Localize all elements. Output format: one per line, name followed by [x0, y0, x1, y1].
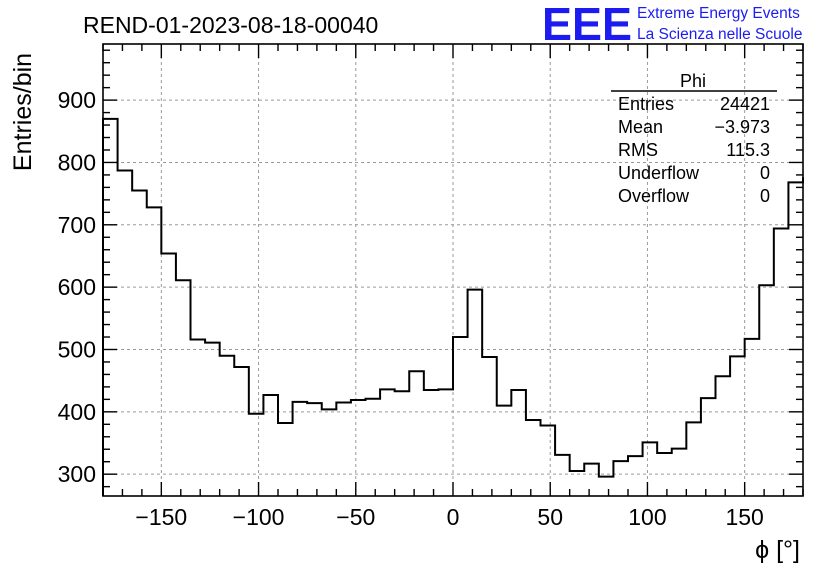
stats-value: 115.3	[726, 140, 770, 160]
stats-label: RMS	[618, 140, 658, 160]
logo-letters: EEE	[542, 0, 632, 50]
logo-line-2: La Scienza nelle Scuole	[637, 26, 802, 43]
y-tick-labels: 300 400 500 600 700 800 900	[58, 87, 96, 487]
stats-value: 0	[760, 163, 770, 183]
y-tick-label: 300	[58, 461, 96, 487]
y-tick-label: 400	[58, 399, 96, 425]
chart-title: REND-01-2023-08-18-00040	[83, 12, 378, 38]
x-tick-label: −100	[233, 504, 285, 530]
x-tick-label: 100	[628, 504, 666, 530]
stats-box: Phi Entries 24421 Mean −3.973 RMS 115.3 Underf…	[611, 71, 777, 206]
y-tick-label: 900	[58, 87, 96, 113]
stats-value: 0	[760, 186, 770, 206]
x-tick-label: −150	[135, 504, 187, 530]
x-tick-label: 0	[447, 504, 460, 530]
x-tick-label: −50	[336, 504, 375, 530]
x-axis-label: ϕ [°]	[755, 536, 800, 564]
y-axis-label: Entries/bin	[9, 53, 37, 171]
logo-line-1: Extreme Energy Events	[637, 5, 800, 22]
stats-title: Phi	[680, 71, 706, 91]
stats-label: Mean	[618, 117, 663, 137]
stats-value: −3.973	[714, 117, 770, 137]
eee-logo: EEE Extreme Energy Events La Scienza nel…	[542, 0, 802, 50]
stats-label: Overflow	[618, 186, 690, 206]
axis-ticks	[102, 44, 804, 496]
y-tick-label: 500	[58, 336, 96, 362]
stats-value: 24421	[720, 94, 770, 114]
y-tick-label: 600	[58, 274, 96, 300]
y-tick-label: 700	[58, 212, 96, 238]
y-tick-label: 800	[58, 149, 96, 175]
stats-label: Entries	[618, 94, 674, 114]
x-tick-label: 150	[725, 504, 763, 530]
stats-label: Underflow	[618, 163, 700, 183]
grid-lines	[103, 44, 803, 496]
x-tick-labels: −150 −100 −50 0 50 100 150	[135, 504, 763, 530]
x-tick-label: 50	[537, 504, 563, 530]
stats-rows: Entries 24421 Mean −3.973 RMS 115.3 Underflow 0…	[618, 94, 770, 206]
histogram-series	[102, 117, 804, 496]
